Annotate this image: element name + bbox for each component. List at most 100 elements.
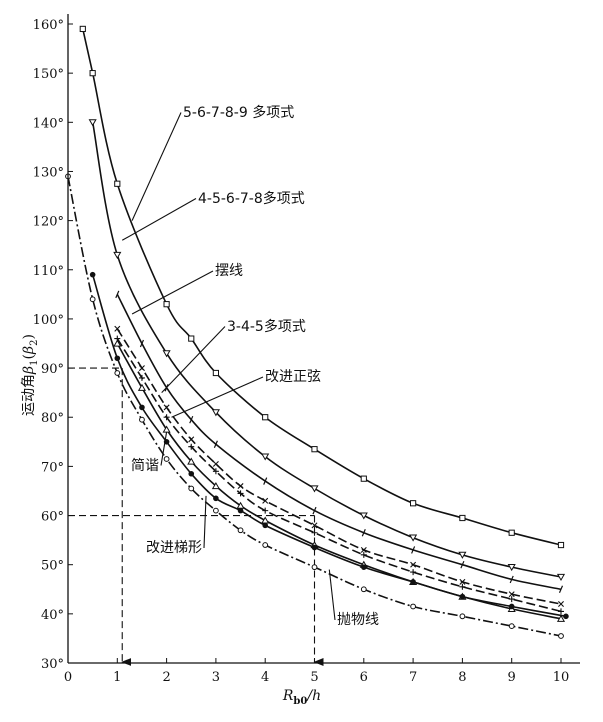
x-tick-label: 0 — [64, 670, 72, 685]
data-point — [508, 596, 515, 603]
data-point — [211, 482, 220, 490]
data-point — [262, 414, 269, 421]
data-point — [139, 416, 145, 423]
svg-text:运动角β1(β2): 运动角β1(β2) — [21, 334, 40, 416]
label-parabola: 抛物线 — [337, 612, 379, 628]
data-point — [188, 485, 195, 492]
data-point — [89, 70, 96, 77]
y-tick-label: 60° — [41, 510, 64, 525]
data-point — [410, 500, 417, 507]
data-point — [557, 541, 565, 549]
data-point — [237, 483, 244, 490]
data-point — [138, 365, 145, 372]
y-tick-label: 110° — [33, 264, 64, 279]
data-point — [163, 456, 170, 462]
data-point — [410, 579, 416, 585]
data-point — [88, 119, 97, 127]
data-point — [508, 591, 515, 598]
data-point — [508, 603, 515, 610]
data-point — [237, 527, 244, 534]
data-point — [138, 374, 145, 381]
data-point — [558, 601, 564, 608]
data-point — [213, 440, 218, 449]
data-point — [189, 415, 194, 424]
y-tick-label: 50° — [41, 559, 64, 574]
x-tick-label: 5 — [310, 670, 318, 685]
label-poly-56789: 5-6-7-8-9 多项式 — [183, 104, 294, 121]
y-axis-title-beta1: β — [21, 366, 37, 375]
data-point — [188, 335, 195, 342]
data-point — [139, 339, 145, 348]
data-point — [79, 25, 86, 33]
data-point — [212, 369, 220, 377]
data-point — [411, 546, 416, 554]
data-point — [556, 614, 566, 622]
data-point — [187, 457, 196, 465]
data-point — [263, 477, 268, 485]
data-point — [409, 534, 418, 542]
data-point — [213, 495, 219, 502]
data-point — [508, 623, 515, 630]
data-point — [459, 593, 466, 600]
data-point — [163, 301, 170, 308]
annotation-leader — [121, 198, 197, 241]
x-tick-label: 7 — [409, 670, 417, 685]
x-tick-labels: 0 1 2 3 4 5 6 7 8 9 10 — [64, 670, 569, 685]
annotation-leader — [328, 569, 336, 621]
x-tick-label: 4 — [261, 670, 269, 685]
y-tick-label: 100° — [33, 313, 64, 328]
axis-ticks — [67, 23, 562, 664]
data-point — [563, 613, 569, 620]
x-axis-title-main: R — [282, 688, 294, 704]
annotation-leader — [131, 270, 214, 315]
data-point — [262, 507, 269, 514]
data-point — [137, 383, 147, 391]
x-tick-label: 8 — [458, 670, 466, 685]
label-modified-sine: 改进正弦 — [265, 369, 321, 385]
annotation-leaders — [121, 112, 336, 621]
data-point — [213, 507, 219, 514]
data-point — [162, 350, 171, 358]
data-point — [410, 569, 417, 576]
x-tick-label: 10 — [553, 670, 570, 685]
y-axis-title-sub2: 2 — [29, 340, 40, 346]
data-point — [360, 475, 367, 482]
y-tick-label: 30° — [41, 657, 64, 672]
data-point — [262, 497, 269, 504]
data-point — [311, 446, 318, 453]
annotation-leader — [160, 431, 168, 466]
data-point — [312, 506, 317, 515]
data-point — [188, 436, 195, 443]
series-markers — [65, 25, 569, 639]
data-point — [212, 468, 219, 475]
label-poly-45678: 4-5-6-7-8多项式 — [198, 190, 305, 207]
x-tick-label: 3 — [212, 670, 220, 685]
data-point — [262, 542, 269, 548]
data-point — [460, 560, 465, 569]
data-point — [410, 561, 417, 568]
data-point — [212, 460, 219, 467]
annotation-labels: 5-6-7-8-9 多项式 4-5-6-7-8多项式 摆线 3-4-5多项式 改… — [131, 104, 379, 628]
y-tick-label: 70° — [41, 460, 64, 475]
data-point — [359, 512, 368, 520]
data-point — [459, 613, 466, 620]
data-point — [459, 578, 466, 585]
data-point — [114, 370, 121, 376]
data-point — [89, 271, 96, 278]
label-cycloid: 摆线 — [215, 263, 243, 279]
data-point — [188, 470, 195, 477]
y-axis-title-beta2: β — [21, 346, 37, 355]
y-tick-label: 160° — [33, 18, 64, 33]
data-point — [558, 633, 564, 639]
data-point — [311, 544, 318, 551]
data-point — [507, 564, 516, 572]
y-axis-title-main: 运动角 — [21, 374, 37, 416]
x-axis-title-suffix: /h — [305, 688, 321, 704]
data-point — [237, 507, 244, 514]
y-tick-label: 140° — [33, 116, 64, 131]
data-point — [361, 564, 367, 570]
data-point — [558, 585, 564, 594]
series-line — [116, 338, 562, 613]
y-tick-label: 90° — [41, 362, 64, 377]
data-point — [360, 551, 367, 558]
